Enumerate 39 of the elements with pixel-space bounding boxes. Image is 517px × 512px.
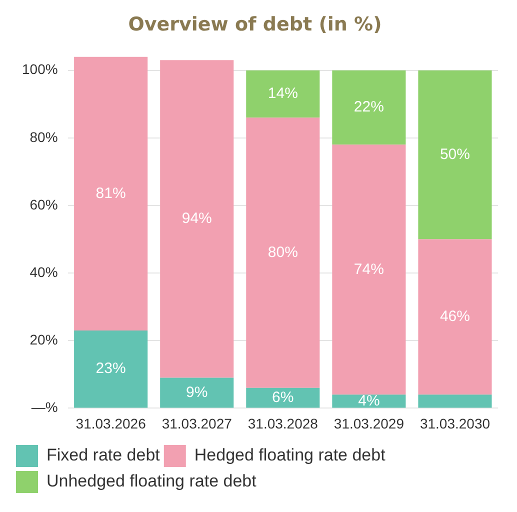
data-label: 46%	[440, 308, 470, 326]
y-tick-label: 80%	[30, 128, 58, 145]
y-tick-label: —%	[31, 399, 58, 416]
data-label: 94%	[182, 210, 212, 228]
bar	[74, 330, 148, 408]
data-label: 9%	[186, 384, 208, 401]
legend-label: Fixed rate debt	[46, 446, 160, 465]
bar	[332, 144, 406, 395]
chart-title: Overview of debt (in %)	[128, 13, 382, 36]
data-label: 81%	[96, 184, 126, 202]
bar	[418, 239, 492, 395]
data-label: 4%	[358, 392, 380, 410]
data-label: 74%	[354, 260, 384, 278]
x-tick-label: 31.03.2026	[76, 415, 146, 432]
y-tick-label: 100%	[22, 61, 58, 78]
bar	[418, 70, 492, 240]
legend-label: Unhedged floating rate debt	[46, 472, 257, 491]
x-tick-label: 31.03.2027	[162, 415, 232, 432]
bar	[418, 394, 492, 408]
bar	[246, 118, 320, 388]
bar	[332, 70, 406, 145]
y-tick-label: 40%	[30, 264, 58, 280]
legend-label: Hedged floating rate debt	[194, 446, 386, 465]
x-tick-label: 31.03.2028	[248, 415, 318, 432]
data-label: 50%	[440, 146, 470, 163]
data-label: 14%	[268, 85, 298, 102]
bar	[160, 378, 234, 408]
x-tick-label: 31.03.2030	[420, 415, 490, 432]
data-label: 23%	[96, 360, 126, 378]
data-label: 6%	[272, 388, 294, 406]
y-tick-label: 20%	[30, 331, 58, 348]
bar	[246, 70, 320, 118]
data-label: 80%	[268, 244, 298, 261]
bar	[74, 56, 148, 330]
bar	[246, 388, 320, 408]
x-tick-label: 31.03.2029	[334, 415, 404, 432]
y-tick-label: 60%	[30, 196, 58, 212]
data-label: 22%	[354, 98, 384, 116]
bar	[160, 60, 234, 378]
